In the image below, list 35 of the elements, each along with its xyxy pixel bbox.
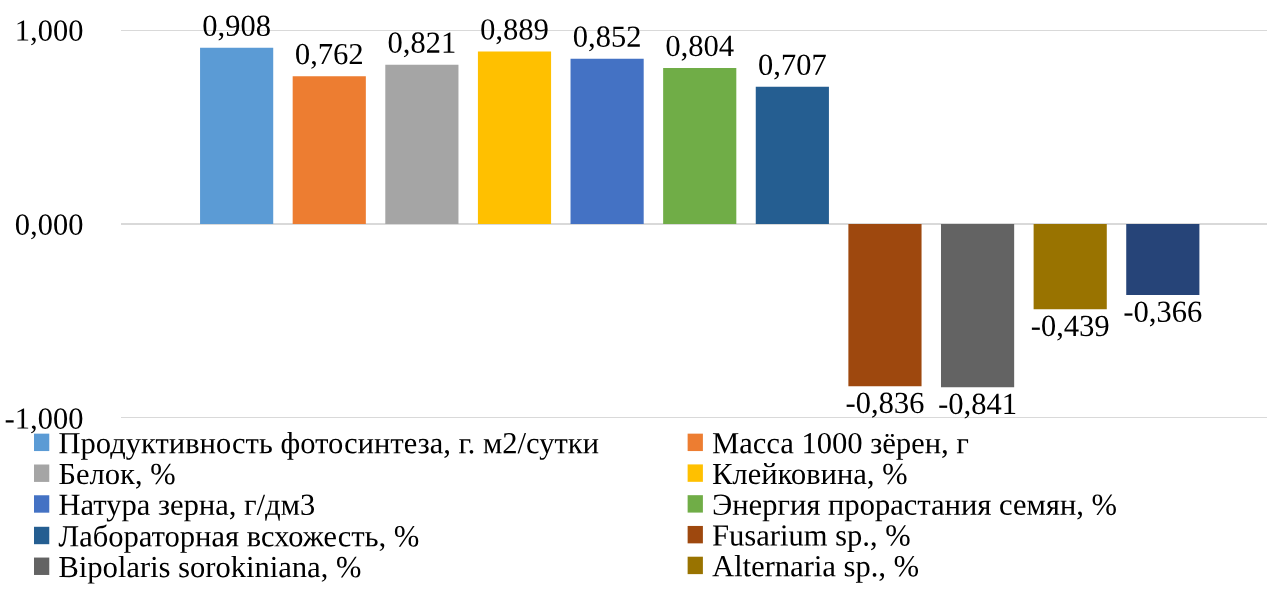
legend-label: Клейковина, % — [712, 463, 907, 489]
data-label: 0,852 — [573, 26, 640, 52]
bar — [663, 68, 737, 224]
legend-label: Энергия прорастания семян, % — [713, 494, 1116, 522]
legend-label: Alternaria sp., % — [712, 555, 919, 583]
data-label: 0,762 — [296, 43, 362, 69]
legend-label: Натура зерна, г/дм3 — [59, 494, 315, 522]
legend-label: Белок, % — [59, 463, 175, 489]
bar — [1126, 224, 1200, 295]
data-label: -0,841 — [939, 393, 1016, 419]
bar — [848, 224, 922, 387]
legend-label: Продуктивность фотосинтеза, г. м2/сутки — [59, 432, 599, 460]
data-label: 0,821 — [388, 32, 455, 58]
bar — [570, 58, 644, 224]
data-label: 0,707 — [759, 54, 826, 80]
data-label: 0,804 — [666, 35, 734, 61]
bar — [941, 224, 1015, 388]
legend-label: Масса 1000 зёрен, г — [712, 432, 969, 460]
data-label: -0,439 — [1031, 315, 1109, 341]
data-label: -0,366 — [1124, 301, 1202, 327]
bar — [292, 76, 366, 224]
data-label: 0,908 — [203, 15, 270, 41]
bar — [200, 47, 274, 224]
y-tick-label: 0,000 — [15, 214, 83, 240]
data-label: 0,889 — [481, 19, 548, 45]
bar — [1033, 224, 1107, 310]
y-tick-label: 1,000 — [17, 20, 83, 46]
y-tick-label: -1,000 — [5, 408, 83, 434]
legend-label: Лабораторная всхожесть, % — [58, 524, 419, 553]
legend-label: Bipolaris sorokiniana, % — [59, 555, 361, 584]
legend-label: Fusarium sp., % — [712, 525, 910, 553]
bar — [385, 64, 459, 224]
data-label: -0,836 — [846, 392, 924, 418]
bar — [755, 86, 829, 224]
bar — [477, 51, 552, 224]
